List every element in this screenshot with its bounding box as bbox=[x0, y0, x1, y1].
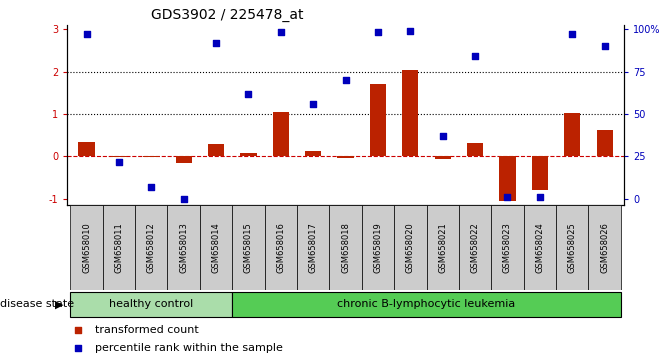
Text: GSM658024: GSM658024 bbox=[535, 222, 544, 273]
Bar bbox=[297, 205, 329, 290]
Point bbox=[535, 194, 546, 200]
Point bbox=[113, 159, 124, 164]
Bar bbox=[200, 205, 232, 290]
Text: GSM658025: GSM658025 bbox=[568, 222, 576, 273]
Text: healthy control: healthy control bbox=[109, 299, 193, 309]
Text: GSM658012: GSM658012 bbox=[147, 222, 156, 273]
Bar bbox=[70, 292, 232, 317]
Bar bbox=[305, 152, 321, 156]
Point bbox=[502, 194, 513, 200]
Bar bbox=[329, 205, 362, 290]
Bar bbox=[103, 205, 135, 290]
Bar bbox=[556, 205, 588, 290]
Bar bbox=[272, 112, 289, 156]
Text: GSM658019: GSM658019 bbox=[374, 222, 382, 273]
Bar bbox=[111, 156, 127, 157]
Point bbox=[340, 77, 351, 83]
Text: percentile rank within the sample: percentile rank within the sample bbox=[95, 343, 282, 353]
Bar bbox=[467, 143, 483, 156]
Point bbox=[599, 43, 610, 49]
Text: GSM658023: GSM658023 bbox=[503, 222, 512, 273]
Bar bbox=[523, 205, 556, 290]
Text: GSM658014: GSM658014 bbox=[211, 222, 221, 273]
Bar bbox=[588, 205, 621, 290]
Text: GSM658026: GSM658026 bbox=[600, 222, 609, 273]
Bar bbox=[564, 113, 580, 156]
Text: disease state: disease state bbox=[0, 299, 74, 309]
Bar bbox=[531, 156, 548, 190]
Point bbox=[146, 184, 156, 190]
Point bbox=[275, 30, 286, 35]
Text: GDS3902 / 225478_at: GDS3902 / 225478_at bbox=[150, 8, 303, 22]
Bar bbox=[362, 205, 394, 290]
Bar bbox=[240, 154, 256, 156]
Bar bbox=[459, 205, 491, 290]
Point bbox=[437, 133, 448, 139]
Text: GSM658016: GSM658016 bbox=[276, 222, 285, 273]
Text: GSM658011: GSM658011 bbox=[115, 222, 123, 273]
Bar bbox=[168, 205, 200, 290]
Text: transformed count: transformed count bbox=[95, 325, 199, 335]
Text: GSM658015: GSM658015 bbox=[244, 222, 253, 273]
Text: ▶: ▶ bbox=[55, 299, 64, 309]
Text: GSM658021: GSM658021 bbox=[438, 222, 447, 273]
Bar bbox=[597, 130, 613, 156]
Bar bbox=[427, 205, 459, 290]
Text: GSM658018: GSM658018 bbox=[341, 222, 350, 273]
Point bbox=[372, 30, 383, 35]
Bar bbox=[208, 144, 224, 156]
Bar bbox=[491, 205, 523, 290]
Bar bbox=[143, 156, 160, 157]
Bar bbox=[264, 205, 297, 290]
Point bbox=[470, 53, 480, 59]
Bar bbox=[70, 205, 103, 290]
Bar bbox=[394, 205, 427, 290]
Point bbox=[243, 91, 254, 96]
Text: GSM658020: GSM658020 bbox=[406, 222, 415, 273]
Point bbox=[308, 101, 319, 107]
Bar bbox=[435, 156, 451, 159]
Point bbox=[567, 31, 578, 37]
Text: GSM658017: GSM658017 bbox=[309, 222, 317, 273]
Bar bbox=[232, 292, 621, 317]
Point bbox=[405, 28, 416, 34]
Text: chronic B-lymphocytic leukemia: chronic B-lymphocytic leukemia bbox=[338, 299, 515, 309]
Bar bbox=[79, 142, 95, 156]
Point bbox=[178, 196, 189, 202]
Text: GSM658013: GSM658013 bbox=[179, 222, 188, 273]
Point bbox=[211, 40, 221, 45]
Point bbox=[73, 345, 84, 350]
Bar bbox=[499, 156, 515, 201]
Text: GSM658010: GSM658010 bbox=[82, 222, 91, 273]
Bar bbox=[338, 156, 354, 158]
Bar bbox=[402, 70, 419, 156]
Bar bbox=[370, 84, 386, 156]
Bar bbox=[135, 205, 168, 290]
Bar bbox=[232, 205, 264, 290]
Bar bbox=[176, 156, 192, 163]
Point bbox=[81, 31, 92, 37]
Text: GSM658022: GSM658022 bbox=[470, 222, 480, 273]
Point bbox=[73, 327, 84, 333]
